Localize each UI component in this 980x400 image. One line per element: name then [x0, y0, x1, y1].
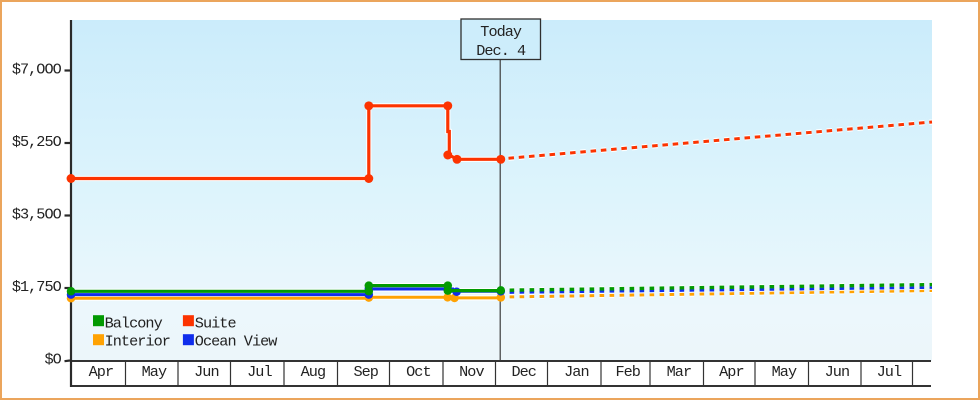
svg-text:Today: Today	[480, 23, 522, 41]
svg-text:Suite: Suite	[195, 314, 237, 332]
svg-text:Apr: Apr	[89, 363, 114, 381]
svg-text:Mar: Mar	[667, 363, 692, 381]
svg-text:$3,5OO: $3,5OO	[12, 206, 62, 224]
svg-text:$7,OOO: $7,OOO	[12, 61, 62, 79]
svg-text:Jan: Jan	[564, 363, 589, 381]
svg-text:Dec. 4: Dec. 4	[476, 42, 526, 60]
svg-text:Jul: Jul	[247, 363, 272, 381]
svg-text:Oct: Oct	[406, 363, 431, 381]
svg-text:Aug: Aug	[301, 363, 326, 381]
svg-text:Balcony: Balcony	[105, 314, 163, 332]
svg-text:Jul: Jul	[877, 363, 902, 381]
svg-text:Jun: Jun	[194, 363, 219, 381]
svg-text:May: May	[772, 363, 797, 381]
svg-text:$5,25O: $5,25O	[12, 133, 62, 151]
svg-text:Jun: Jun	[825, 363, 850, 381]
svg-text:Apr: Apr	[719, 363, 744, 381]
svg-text:Sep: Sep	[353, 363, 378, 381]
svg-text:May: May	[142, 363, 167, 381]
svg-text:Interior: Interior	[105, 332, 170, 350]
svg-text:Feb: Feb	[615, 363, 640, 381]
svg-text:Dec: Dec	[511, 363, 536, 381]
svg-text:$1,75O: $1,75O	[12, 278, 62, 296]
svg-text:Nov: Nov	[459, 363, 484, 381]
svg-text:$O: $O	[44, 351, 61, 369]
svg-text:Ocean View: Ocean View	[195, 332, 277, 350]
